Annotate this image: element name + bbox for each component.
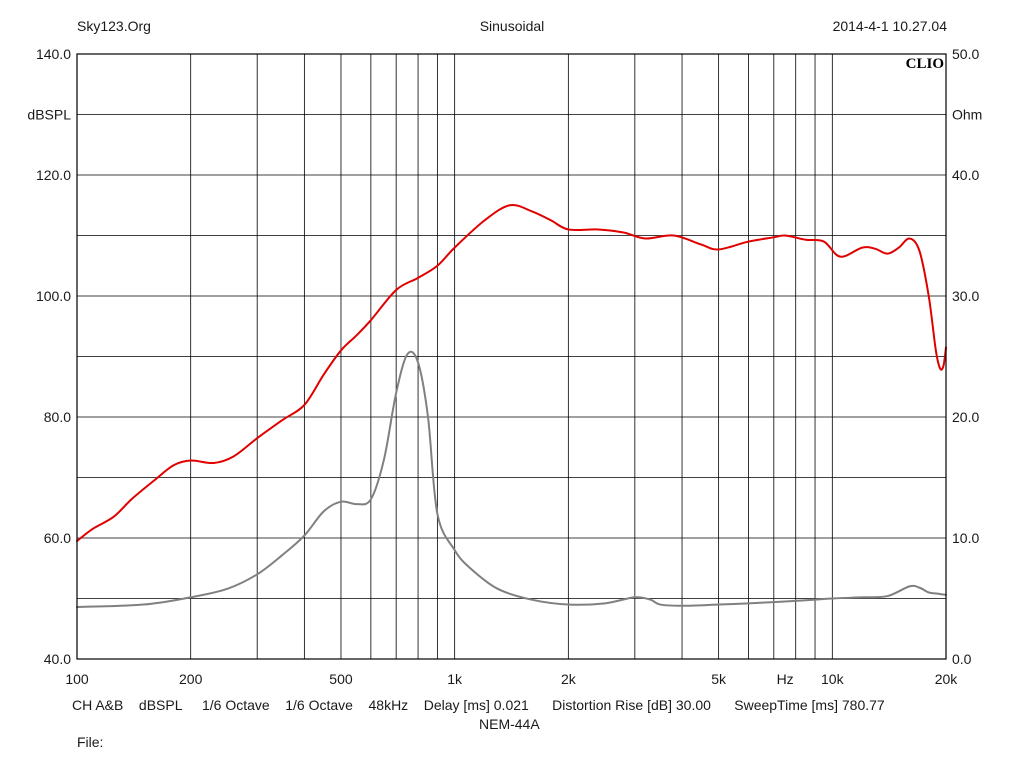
setting-smoothing-2: 1/6 Octave <box>285 697 353 713</box>
x-tick-label: 10k <box>821 671 845 687</box>
x-tick-label: 500 <box>329 671 353 687</box>
x-tick-label: 1k <box>447 671 463 687</box>
model-label: NEM-44A <box>479 716 540 732</box>
file-label: File: <box>77 734 104 750</box>
y-right-tick-label: 0.0 <box>952 651 972 667</box>
x-tick-label: 2k <box>561 671 577 687</box>
y-right-tick-label: 30.0 <box>952 288 979 304</box>
setting-sweep-time: SweepTime [ms] 780.77 <box>734 697 885 713</box>
x-tick-label: 100 <box>65 671 89 687</box>
header-mode-label: Sinusoidal <box>479 18 545 34</box>
y-right-tick-label: 40.0 <box>952 167 979 183</box>
chart-labels: 100 200 500 1k 2k 5k Hz 10k 20k 40.0 60.0 80.0 100.0… <box>27 46 982 687</box>
y-right-tick-label: 10.0 <box>952 530 979 546</box>
y-left-unit-label: dBSPL <box>27 107 71 123</box>
y-left-tick-label: 60.0 <box>44 530 71 546</box>
x-tick-label: 5k <box>711 671 727 687</box>
y-left-tick-label: 140.0 <box>36 46 71 62</box>
setting-channel: CH A&B <box>72 697 124 713</box>
clio-brand-label: CLIO <box>906 56 944 72</box>
y-right-tick-label: 20.0 <box>952 409 979 425</box>
y-left-tick-label: 40.0 <box>44 651 71 667</box>
y-left-tick-label: 100.0 <box>36 288 71 304</box>
measurement-settings: CH A&B dBSPL 1/6 Octave 1/6 Octave 48kHz… <box>72 697 885 713</box>
setting-distortion-rise: Distortion Rise [dB] 30.00 <box>552 697 711 713</box>
header-timestamp: 2014-4-1 10.27.04 <box>832 18 947 34</box>
x-tick-label: Hz <box>777 671 794 687</box>
x-tick-label: 200 <box>179 671 203 687</box>
spl-curve <box>76 203 947 543</box>
y-left-tick-label: 120.0 <box>36 167 71 183</box>
header-source-label: Sky123.Org <box>77 18 151 34</box>
y-left-tick-label: 80.0 <box>44 409 71 425</box>
setting-sample-rate: 48kHz <box>368 697 409 713</box>
x-tick-label: 20k <box>935 671 959 687</box>
plot-frame <box>76 53 947 660</box>
y-right-tick-label: 50.0 <box>952 46 979 62</box>
setting-smoothing-1: 1/6 Octave <box>201 697 270 713</box>
setting-delay: Delay [ms] 0.021 <box>423 697 529 713</box>
impedance-curve <box>76 350 947 608</box>
setting-unit: dBSPL <box>138 697 183 713</box>
y-right-unit-label: Ohm <box>952 107 982 123</box>
chart-grid <box>77 54 946 659</box>
chart-series <box>76 203 947 608</box>
